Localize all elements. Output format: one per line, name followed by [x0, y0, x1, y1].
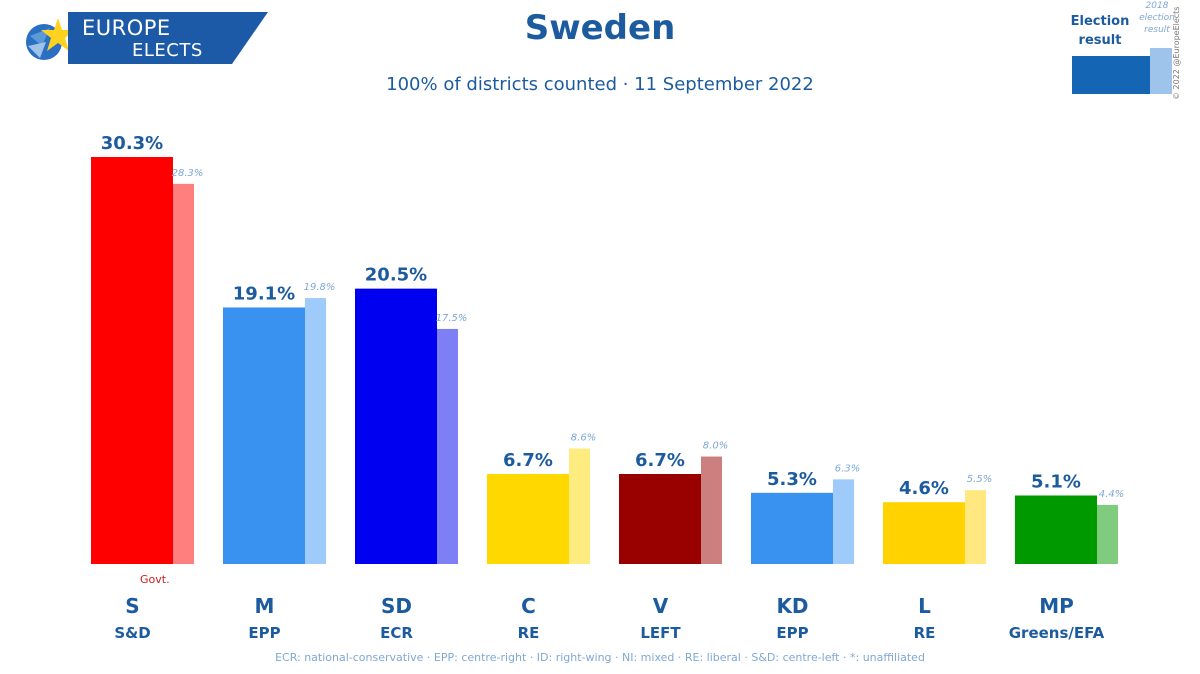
group-label-m: EPP: [248, 624, 280, 642]
bar-2018-l: [965, 490, 986, 564]
legend-previous-swatch: [1150, 48, 1172, 94]
category-label-kd: KD: [776, 594, 808, 618]
bar-2022-s: [91, 157, 173, 564]
value-label-l: 4.6%: [899, 478, 949, 499]
page-title: Sweden: [524, 8, 676, 48]
bar-2018-mp: [1097, 504, 1118, 564]
category-label-mp: MP: [1039, 594, 1074, 618]
europe-elects-logo: EUROPE ELECTS: [20, 10, 270, 68]
govt-label: Govt.: [140, 573, 170, 586]
value-label-s: 30.3%: [101, 133, 163, 154]
prev-label-c: 8.6%: [571, 432, 596, 443]
prev-label-s: 28.3%: [172, 168, 204, 179]
category-label-sd: SD: [381, 594, 412, 618]
legend-current-swatch: [1072, 56, 1150, 94]
group-label-l: RE: [914, 624, 936, 642]
bar-2022-l: [883, 502, 965, 564]
bar-2022-v: [619, 474, 701, 564]
legend-current-label: Election result: [1070, 14, 1130, 48]
value-label-sd: 20.5%: [365, 265, 427, 286]
bar-2022-sd: [355, 288, 437, 564]
group-label-kd: EPP: [776, 624, 808, 642]
category-label-m: M: [255, 594, 275, 618]
category-label-c: C: [521, 594, 536, 618]
value-label-m: 19.1%: [233, 283, 295, 304]
bar-2018-s: [173, 183, 194, 564]
category-label-v: V: [653, 594, 669, 618]
bar-2018-c: [569, 448, 590, 564]
group-label-c: RE: [518, 624, 540, 642]
prev-label-m: 19.8%: [304, 282, 336, 293]
bar-2018-kd: [833, 479, 854, 564]
value-label-kd: 5.3%: [767, 469, 817, 490]
group-label-sd: ECR: [380, 624, 413, 642]
footnote: ECR: national-conservative · EPP: centre…: [275, 651, 925, 664]
globe-star-icon: [26, 18, 75, 60]
group-label-mp: Greens/EFA: [1009, 624, 1105, 642]
chart-legend: Election result 2018 election result: [1065, 0, 1180, 100]
bar-2022-kd: [751, 492, 833, 564]
bar-2022-m: [223, 307, 305, 564]
bar-2018-sd: [437, 328, 458, 564]
legend-previous-label: 2018 election result: [1139, 1, 1175, 35]
page-subtitle: 100% of districts counted · 11 September…: [386, 74, 814, 95]
bar-2022-c: [487, 474, 569, 564]
bar-2022-mp: [1015, 495, 1097, 564]
category-label-s: S: [125, 594, 139, 618]
group-label-s: S&D: [114, 624, 150, 642]
logo-band: [68, 12, 268, 64]
prev-label-sd: 17.5%: [436, 313, 468, 324]
prev-label-l: 5.5%: [967, 474, 992, 485]
prev-label-v: 8.0%: [703, 441, 728, 452]
bar-2018-v: [701, 456, 722, 564]
group-label-v: LEFT: [640, 624, 681, 642]
bar-2018-m: [305, 298, 326, 564]
prev-label-mp: 4.4%: [1099, 489, 1124, 500]
value-label-mp: 5.1%: [1031, 471, 1081, 492]
category-label-l: L: [918, 594, 931, 618]
logo-text-europe: EUROPE: [82, 16, 171, 40]
prev-label-kd: 6.3%: [835, 463, 860, 474]
value-label-c: 6.7%: [503, 450, 553, 471]
logo-text-elects: ELECTS: [132, 40, 203, 61]
value-label-v: 6.7%: [635, 450, 685, 471]
